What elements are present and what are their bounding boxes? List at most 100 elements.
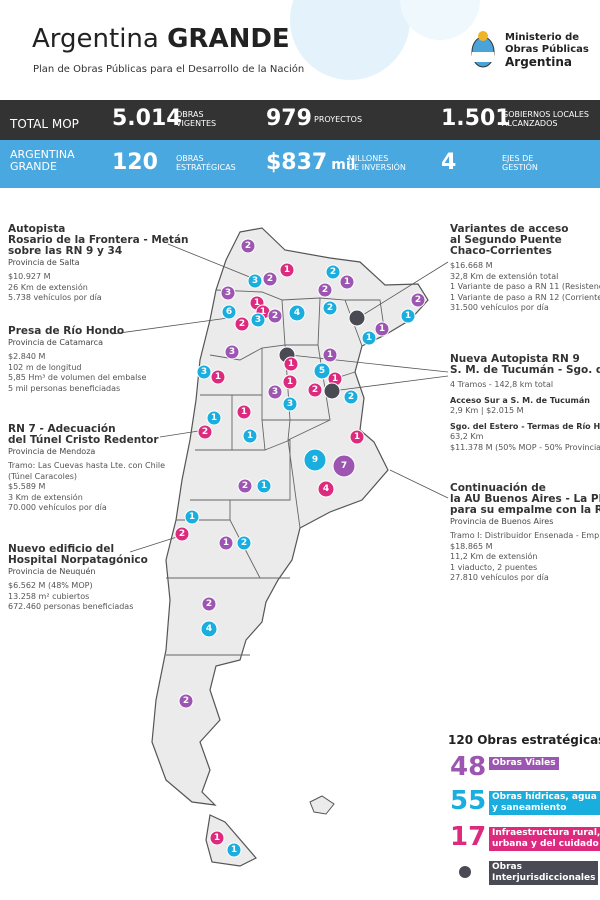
title-bold: GRANDE <box>167 24 290 54</box>
project-detail: Acceso Sur a S. M. de Tucumán <box>450 395 590 405</box>
map-marker-label: 1 <box>260 307 266 317</box>
emblem-sun <box>478 31 488 41</box>
map-marker <box>262 271 278 287</box>
project-detail: $6.562 M (48% MOP) <box>8 581 93 590</box>
map-marker-label: 3 <box>225 288 231 298</box>
map-marker-label: 3 <box>255 315 261 325</box>
map-marker-label: 3 <box>201 367 207 377</box>
map-marker <box>209 830 225 846</box>
project-details: $16.668 M 32,8 Km de extensión total 1 Var… <box>450 261 600 314</box>
project-title-line: S. M. de Tucumán - Sgo. del Estero <box>450 364 600 376</box>
project-title-line: Presa de Río Hondo <box>8 325 125 337</box>
stat-caption-line: DE INVERSIÓN <box>348 163 406 172</box>
project-title-line: Autopista <box>8 223 66 235</box>
map-marker <box>236 404 252 420</box>
stat-caption-line: MILLONES <box>348 154 389 163</box>
tierra-del-fuego <box>205 814 257 867</box>
map-marker <box>237 478 253 494</box>
project-detail: Tramo I: Distribuidor Ensenada - Emp. RP… <box>450 531 600 540</box>
map-marker <box>184 509 200 525</box>
map-marker-label: 5 <box>319 366 325 376</box>
map-marker <box>178 693 194 709</box>
map-marker-label: 1 <box>332 374 338 384</box>
legend-label-line: y saneamiento <box>492 803 567 813</box>
project-province: Provincia de Salta <box>8 258 80 267</box>
legend-label: Infraestructura rural, urbana y del cuida… <box>489 827 600 851</box>
map-marker-label: 4 <box>323 484 329 494</box>
map-marker <box>288 304 306 322</box>
project-detail: 70.000 vehículos por día <box>8 503 107 512</box>
map-marker <box>283 356 299 372</box>
project-detail: 102 m de longitud <box>8 362 82 372</box>
stat-value: 5.014 <box>112 106 182 131</box>
map-marker <box>282 374 298 390</box>
total-label: TOTAL MOP <box>10 117 79 131</box>
legend-count: 17 <box>450 822 487 852</box>
map-marker-label: 2 <box>322 285 328 295</box>
logo-text: Ministerio de Obras Públicas Argentina <box>505 32 589 68</box>
map-marker <box>303 448 327 472</box>
grande-label: ARGENTINA GRANDE <box>10 149 75 173</box>
map-marker <box>250 312 266 328</box>
project-detail: Tramo: Las Cuevas hasta Lte. con Chile <box>8 461 166 470</box>
logo-line: Ministerio de <box>505 32 580 43</box>
map-marker <box>234 316 250 332</box>
map-marker <box>206 410 222 426</box>
project-detail: 5 mil personas beneficiadas <box>8 383 121 393</box>
project-details: $2.840 M 102 m de longitud 5,85 Hm³ de vol… <box>8 352 146 394</box>
map-marker <box>339 274 355 290</box>
stat-number: 1.501 <box>441 106 511 131</box>
map-marker <box>322 347 338 363</box>
project-annotation: Variantes de acceso al Segundo Puente Chac… <box>450 224 600 314</box>
project-title-line: Nuevo edificio del <box>8 543 115 555</box>
project-title-line: al Segundo Puente <box>450 234 562 246</box>
stat-caption: MILLONES DE INVERSIÓN <box>348 154 406 172</box>
stat-caption-line: ALCANZADOS <box>502 119 558 128</box>
legend-count: 55 <box>450 786 487 816</box>
stat-number: $837 <box>266 150 328 175</box>
grande-bar <box>0 140 600 188</box>
map-marker-label: 1 <box>379 324 385 334</box>
title-light: Argentina <box>32 24 159 54</box>
project-detail: (Túnel Caracoles) <box>8 471 78 481</box>
project-details: 4 Tramos - 142,8 km total Acceso Sur a S.… <box>450 380 600 453</box>
map-marker <box>323 382 341 400</box>
map-marker-label: 3 <box>287 399 293 409</box>
project-detail: $2.840 M <box>8 352 46 361</box>
connector <box>167 243 263 283</box>
map-marker-label: 1 <box>223 538 229 548</box>
emblem-band <box>472 52 494 62</box>
stat-caption-line: GESTIÓN <box>502 163 538 172</box>
map-marker-label: 2 <box>327 303 333 313</box>
legend-label: Obras Interjurisdiccionales <box>489 861 599 885</box>
project-detail: $11.378 M (50% MOP - 50% Provincia) <box>450 442 600 452</box>
emblem <box>471 31 495 68</box>
map-marker-label: 2 <box>312 385 318 395</box>
project-details: Tramo I: Distribuidor Ensenada - Emp. RP… <box>450 531 600 584</box>
stat-value: 4 <box>441 150 456 175</box>
map-marker <box>313 362 331 380</box>
map-marker-label: 1 <box>405 311 411 321</box>
map-marker <box>174 526 190 542</box>
project-title-line: para su empalme con la RP 11 <box>450 504 600 516</box>
map-marker-label: 4 <box>206 624 212 634</box>
project-detail: 63,2 Km <box>450 432 484 441</box>
stat-number: 4 <box>441 150 457 175</box>
project-detail: 2,9 Km | $2.015 M <box>450 406 524 415</box>
stat-caption-line: VIGENTES <box>176 119 217 128</box>
project-detail: 26 Km de extensión <box>8 282 88 292</box>
map-marker <box>226 842 242 858</box>
map-marker <box>197 424 213 440</box>
islands <box>309 795 335 815</box>
legend-marker <box>459 866 471 878</box>
project-annotation: Nuevo edificio del Hospital Norpatagónico… <box>8 544 148 613</box>
map-marker-label: 2 <box>202 427 208 437</box>
project-title-line: sobre las RN 9 y 34 <box>8 245 123 257</box>
title: Argentina GRANDE <box>32 24 290 54</box>
map-marker-label: 1 <box>284 265 290 275</box>
stat-caption: EJES DE GESTIÓN <box>502 154 538 172</box>
map-marker-label: 2 <box>330 267 336 277</box>
connector <box>389 469 449 499</box>
map-marker <box>242 428 258 444</box>
map-marker-label: 1 <box>215 372 221 382</box>
